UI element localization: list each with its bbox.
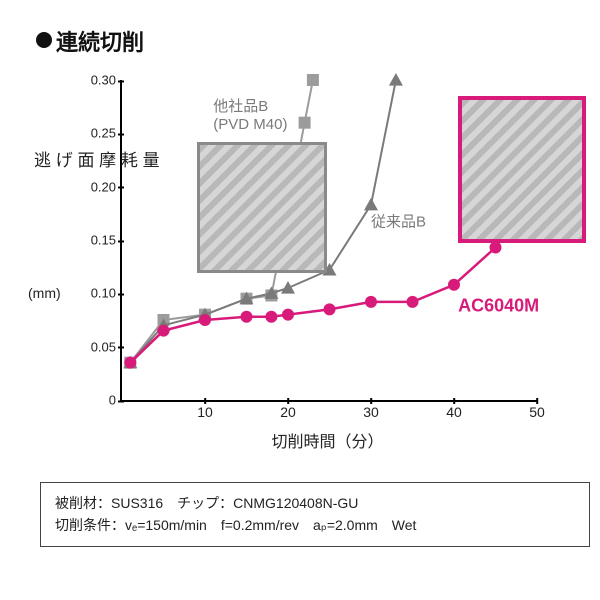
conditions-box: 被削材：SUS316 チップ：CNMG120408N-GU切削条件：vₑ=150… [40,482,590,547]
x-tick: 30 [363,400,379,420]
y-axis-label: 逃 げ 面 摩 耗 量 [34,152,160,170]
x-tick: 50 [529,400,545,420]
condition-line: 被削材：SUS316 チップ：CNMG120408N-GU [55,493,575,515]
series-label: 他社品B (PVD M40) [213,95,287,133]
y-tick: 0 [109,393,122,408]
x-tick: 20 [280,400,296,420]
series-label: 従来品B [371,210,426,231]
page-title: 連続切削 [56,25,144,57]
y-tick: 0.10 [91,286,122,301]
y-tick: 0.15 [91,233,122,248]
x-tick: 40 [446,400,462,420]
y-tick: 0.30 [91,73,122,88]
x-axis-label: 切削時間（分） [271,428,383,452]
y-axis-unit: (mm) [28,285,61,301]
inset-photo [458,96,586,243]
y-tick: 0.20 [91,179,122,194]
inset-photo [197,142,328,273]
y-tick: 0.25 [91,126,122,141]
x-tick: 10 [197,400,213,420]
y-tick: 0.05 [91,339,122,354]
header-bullet [36,32,52,48]
series-label: AC6040M [458,296,539,317]
wear-chart: 00.050.100.150.200.250.301020304050AC604… [120,80,537,402]
condition-line: 切削条件：vₑ=150m/min f=0.2mm/rev aₚ=2.0mm We… [55,515,575,537]
